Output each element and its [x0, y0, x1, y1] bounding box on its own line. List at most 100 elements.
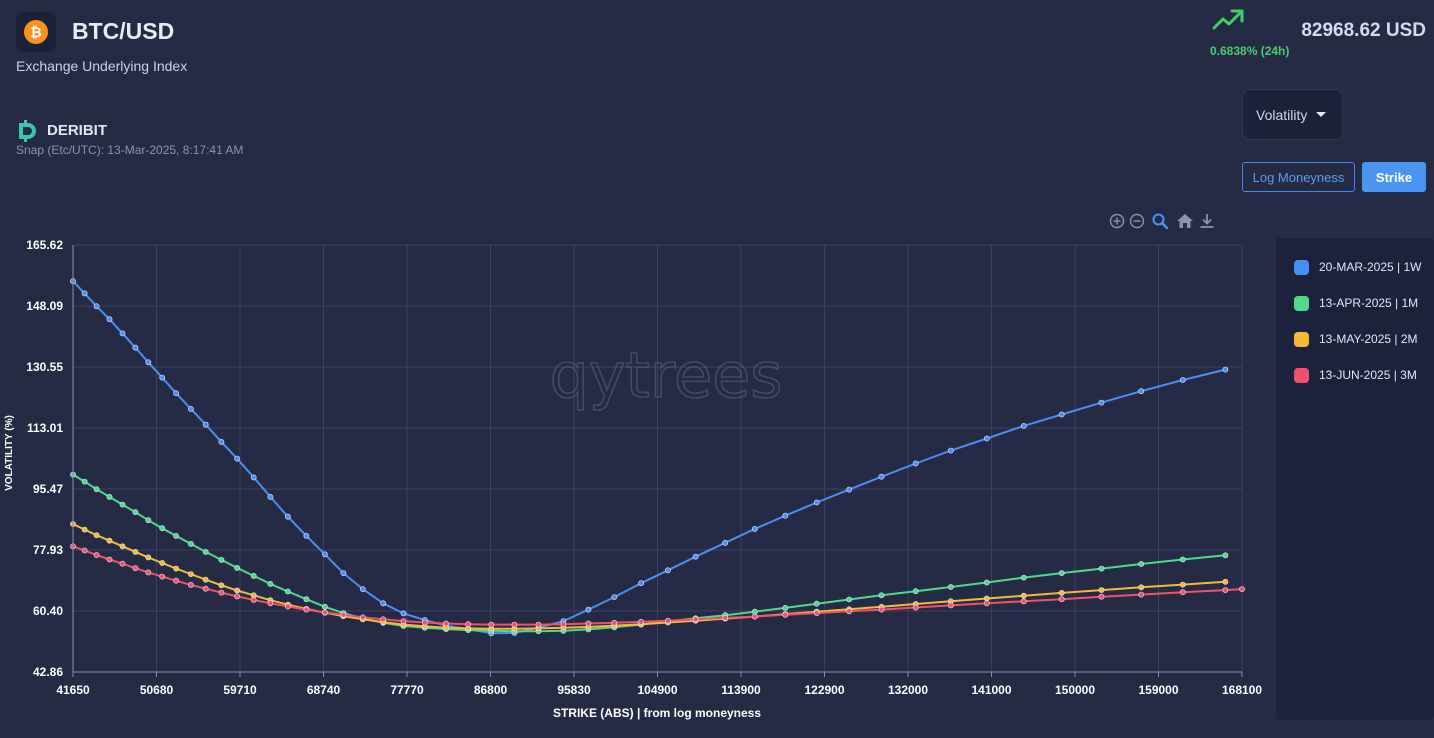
data-point[interactable] — [1138, 561, 1145, 567]
data-point[interactable] — [1179, 556, 1186, 563]
data-point[interactable] — [303, 606, 310, 613]
zoom-in-icon[interactable] — [1108, 212, 1126, 230]
data-point[interactable] — [93, 303, 100, 310]
data-point[interactable] — [1138, 388, 1145, 395]
strike-button[interactable]: Strike — [1362, 162, 1426, 192]
data-point[interactable] — [692, 616, 699, 623]
data-point[interactable] — [187, 581, 194, 588]
data-point[interactable] — [465, 621, 472, 628]
data-point[interactable] — [202, 585, 209, 592]
data-point[interactable] — [983, 579, 990, 586]
data-point[interactable] — [119, 501, 126, 508]
legend-item-2m[interactable]: 13-MAY-2025 | 2M — [1294, 331, 1418, 347]
data-point[interactable] — [638, 618, 644, 625]
data-point[interactable] — [159, 560, 166, 566]
data-point[interactable] — [234, 593, 240, 600]
data-point[interactable] — [878, 592, 885, 599]
data-point[interactable] — [846, 608, 852, 615]
data-point[interactable] — [250, 572, 257, 579]
data-point[interactable] — [187, 540, 194, 547]
data-point[interactable] — [202, 576, 209, 583]
data-point[interactable] — [81, 526, 88, 533]
data-point[interactable] — [187, 405, 194, 412]
data-point[interactable] — [234, 455, 240, 462]
data-point[interactable] — [722, 539, 729, 546]
metric-select[interactable]: Volatility — [1242, 89, 1343, 140]
data-point[interactable] — [1058, 596, 1065, 603]
data-point[interactable] — [250, 596, 257, 603]
data-point[interactable] — [1179, 589, 1186, 596]
zoom-out-icon[interactable] — [1128, 212, 1146, 230]
data-point[interactable] — [132, 509, 139, 516]
data-point[interactable] — [173, 390, 179, 397]
data-point[interactable] — [93, 486, 100, 493]
data-point[interactable] — [1020, 422, 1027, 429]
data-point[interactable] — [1020, 574, 1027, 581]
data-point[interactable] — [511, 621, 518, 628]
data-point[interactable] — [751, 613, 758, 620]
data-point[interactable] — [132, 548, 139, 555]
data-point[interactable] — [1179, 581, 1186, 588]
data-point[interactable] — [359, 614, 366, 621]
data-point[interactable] — [638, 580, 644, 587]
data-point[interactable] — [340, 570, 347, 576]
data-point[interactable] — [560, 621, 567, 628]
data-point[interactable] — [1098, 565, 1105, 572]
data-point[interactable] — [218, 438, 225, 445]
log-moneyness-button[interactable]: Log Moneyness — [1242, 162, 1355, 192]
data-point[interactable] — [81, 478, 88, 485]
data-point[interactable] — [321, 603, 328, 610]
data-point[interactable] — [1020, 598, 1027, 605]
data-point[interactable] — [145, 554, 152, 561]
data-point[interactable] — [1138, 591, 1145, 598]
data-point[interactable] — [782, 611, 789, 618]
data-point[interactable] — [106, 493, 113, 500]
data-point[interactable] — [535, 621, 542, 628]
data-point[interactable] — [303, 532, 310, 539]
data-point[interactable] — [421, 619, 428, 626]
data-point[interactable] — [585, 606, 592, 613]
data-point[interactable] — [782, 512, 789, 519]
data-point[interactable] — [284, 513, 291, 520]
data-point[interactable] — [380, 616, 387, 623]
data-point[interactable] — [751, 525, 758, 532]
data-point[interactable] — [846, 486, 852, 493]
data-point[interactable] — [218, 589, 225, 596]
data-point[interactable] — [1098, 399, 1105, 406]
data-point[interactable] — [983, 600, 990, 607]
data-point[interactable] — [106, 537, 113, 544]
data-point[interactable] — [400, 618, 407, 624]
data-point[interactable] — [321, 609, 328, 616]
data-point[interactable] — [145, 359, 152, 366]
data-point[interactable] — [159, 525, 166, 532]
data-point[interactable] — [488, 621, 495, 628]
data-point[interactable] — [846, 596, 852, 603]
data-point[interactable] — [81, 547, 88, 554]
data-point[interactable] — [202, 548, 209, 555]
data-point[interactable] — [947, 447, 954, 454]
data-point[interactable] — [93, 552, 100, 558]
data-point[interactable] — [983, 435, 990, 442]
data-point[interactable] — [1179, 377, 1186, 383]
data-point[interactable] — [1239, 586, 1245, 592]
data-point[interactable] — [665, 567, 671, 574]
data-point[interactable] — [813, 600, 820, 607]
data-point[interactable] — [1058, 411, 1065, 418]
data-point[interactable] — [218, 582, 225, 589]
data-point[interactable] — [250, 474, 257, 481]
data-point[interactable] — [119, 330, 126, 337]
data-point[interactable] — [1138, 584, 1145, 591]
data-point[interactable] — [173, 565, 179, 572]
data-point[interactable] — [267, 493, 274, 500]
data-point[interactable] — [1222, 366, 1229, 373]
data-point[interactable] — [1020, 592, 1027, 599]
data-point[interactable] — [284, 588, 291, 595]
data-point[interactable] — [132, 344, 139, 351]
data-point[interactable] — [443, 620, 449, 627]
data-point[interactable] — [234, 587, 240, 594]
data-point[interactable] — [119, 543, 126, 550]
data-point[interactable] — [665, 617, 671, 624]
data-point[interactable] — [145, 569, 152, 576]
data-point[interactable] — [813, 499, 820, 506]
data-point[interactable] — [218, 556, 225, 563]
